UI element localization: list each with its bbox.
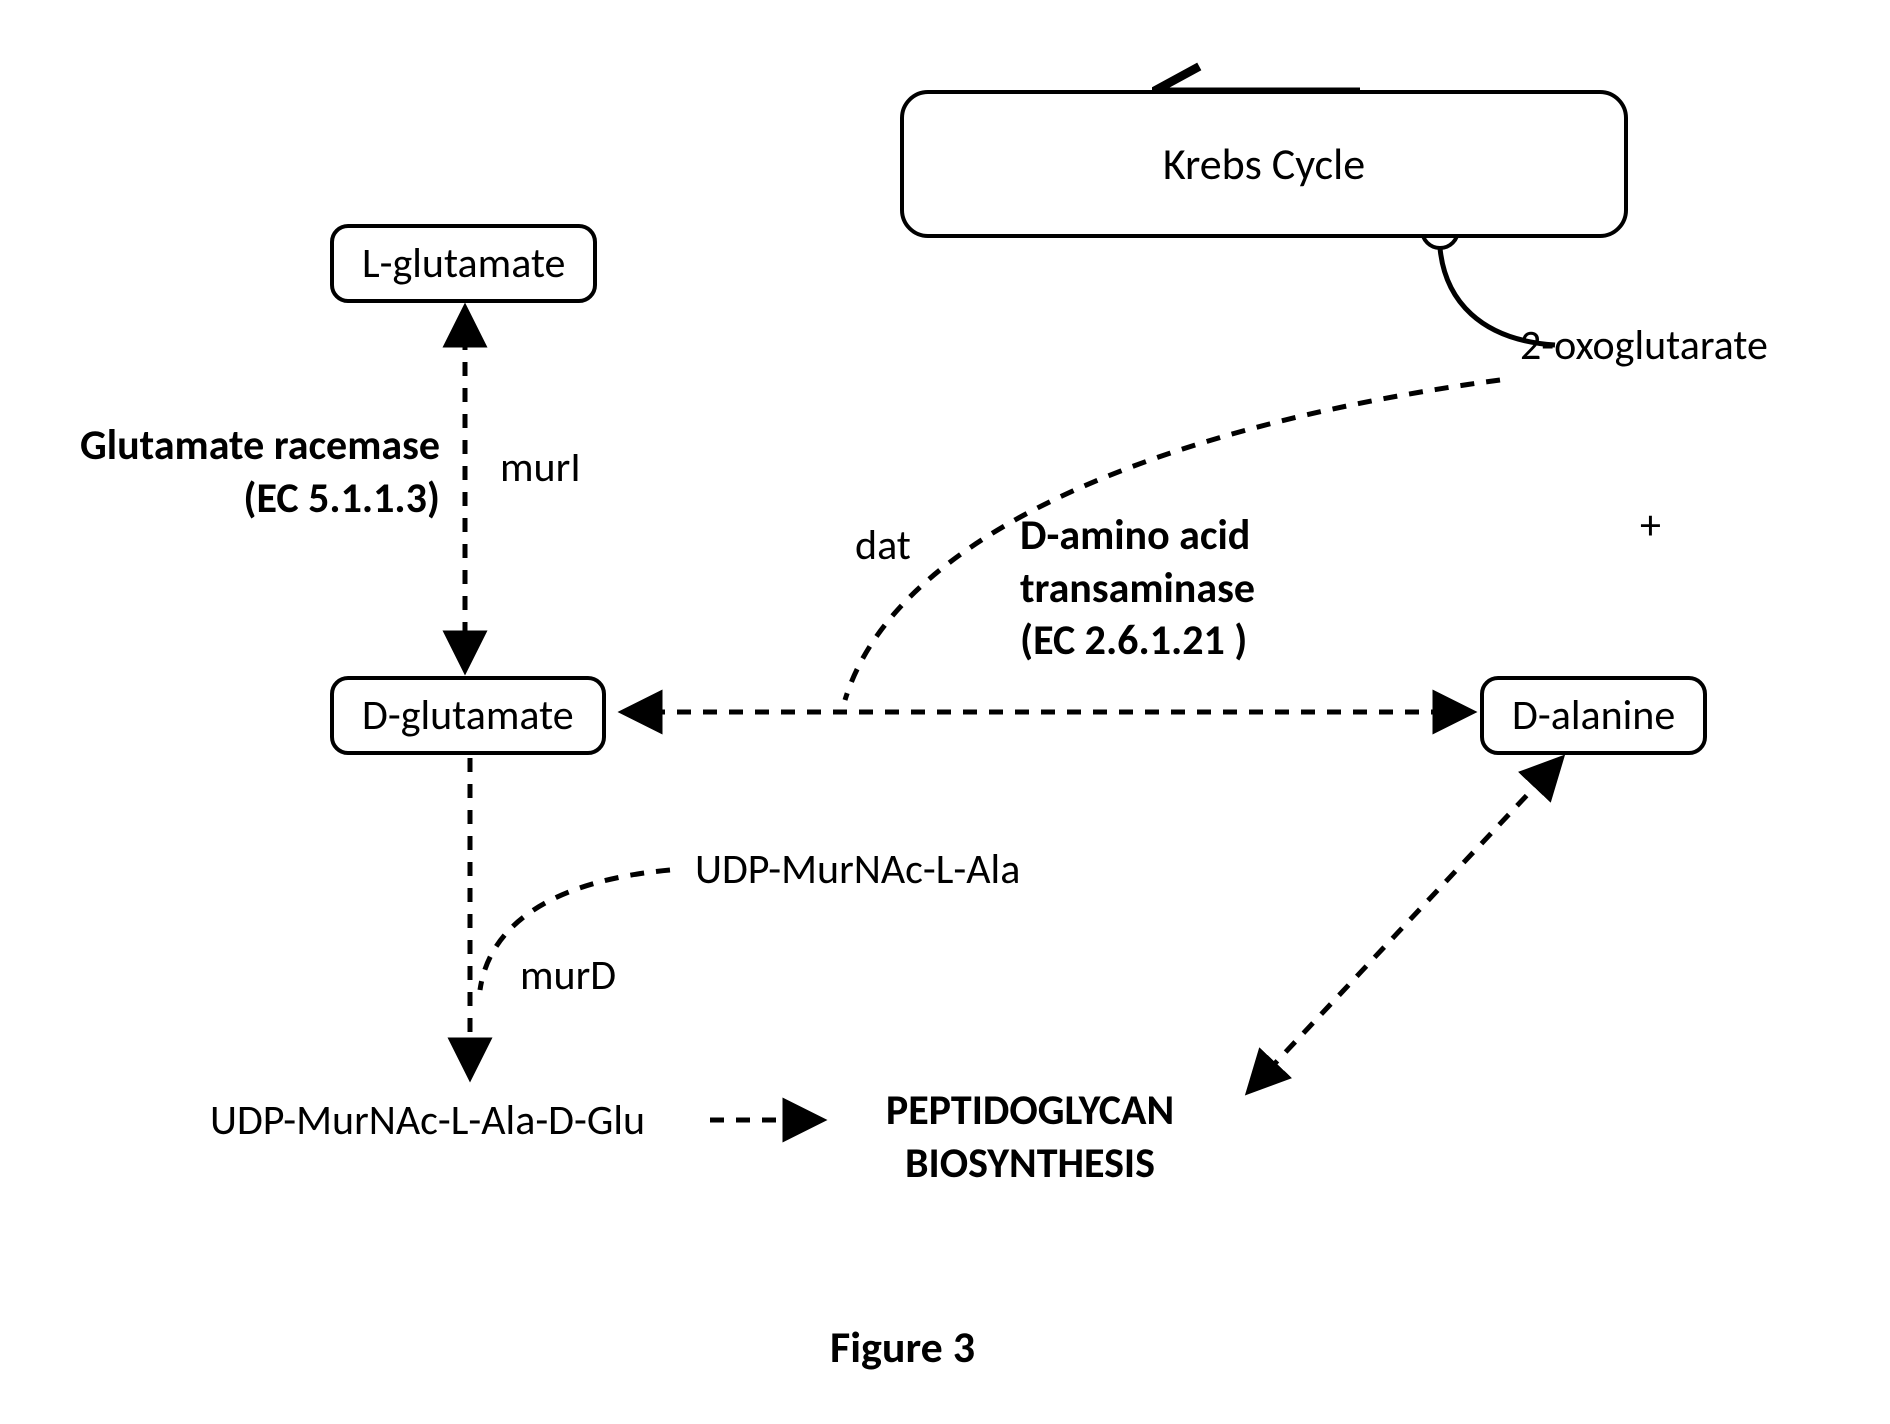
node-krebs-cycle: Krebs Cycle [900, 90, 1628, 238]
label-murI: murI [500, 442, 581, 495]
diagram-canvas: PEPTIDOGLYCAN --> Krebs Cycle L-glutamat… [0, 0, 1890, 1424]
label-dat: dat [855, 520, 911, 573]
label-damino-l2: transaminase [1020, 563, 1255, 614]
label-peptidoglycan-l1: PEPTIDOGLYCAN [886, 1085, 1174, 1136]
node-d-glutamate-label: D-glutamate [362, 690, 574, 741]
label-damino-transaminase: D-amino acid transaminase (EC 2.6.1.21 ) [1020, 510, 1255, 668]
label-glutamate-racemase-l2: (EC 5.1.1.3) [243, 473, 440, 524]
node-l-glutamate-label: L-glutamate [362, 238, 565, 289]
node-krebs-label: Krebs Cycle [1163, 137, 1365, 191]
label-plus: + [1640, 500, 1661, 553]
node-d-alanine: D-alanine [1480, 676, 1707, 755]
label-peptidoglycan-l2: BIOSYNTHESIS [905, 1138, 1155, 1189]
node-l-glutamate: L-glutamate [330, 224, 597, 303]
label-glutamate-racemase: Glutamate racemase (EC 5.1.1.3) [30, 420, 440, 525]
edge-dala-pg [1250, 760, 1560, 1090]
node-d-glutamate: D-glutamate [330, 676, 606, 755]
label-damino-l1: D-amino acid [1020, 510, 1250, 561]
label-udp-murnac-l-ala: UDP-MurNAc-L-Ala [695, 844, 1020, 897]
label-2-oxoglutarate: 2-oxoglutarate [1520, 320, 1768, 373]
label-glutamate-racemase-l1: Glutamate racemase [80, 420, 440, 471]
label-damino-l3: (EC 2.6.1.21 ) [1020, 615, 1247, 666]
figure-caption: Figure 3 [830, 1320, 975, 1374]
node-d-alanine-label: D-alanine [1512, 690, 1675, 741]
label-peptidoglycan: PEPTIDOGLYCAN BIOSYNTHESIS [850, 1085, 1210, 1190]
label-udp-murnac-l-ala-d-glu: UDP-MurNAc-L-Ala-D-Glu [210, 1095, 645, 1148]
label-murD: murD [520, 950, 616, 1003]
